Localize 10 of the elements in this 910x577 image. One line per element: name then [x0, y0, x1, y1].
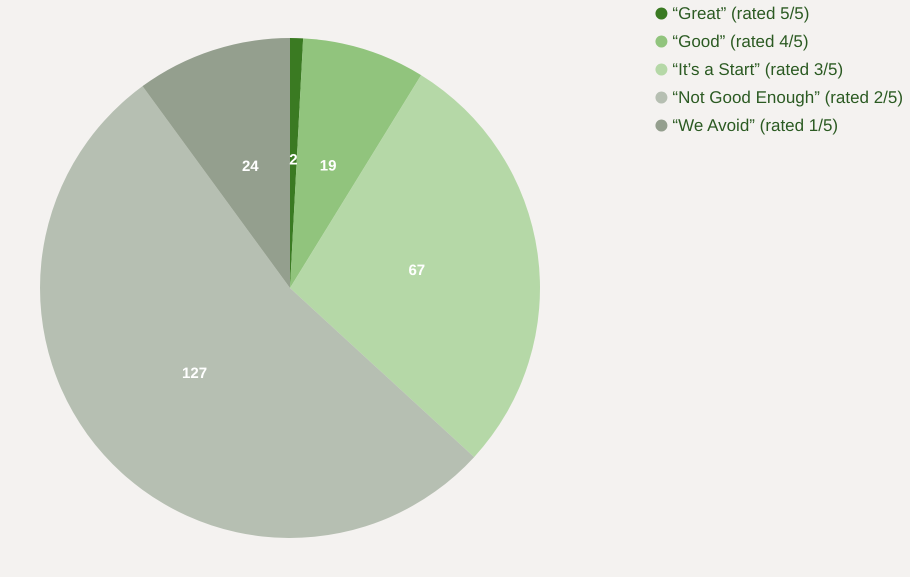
legend-label: “Good” (rated 4/5): [672, 32, 808, 51]
legend-label: “We Avoid” (rated 1/5): [672, 116, 838, 135]
data-label: 24: [242, 158, 260, 175]
legend-label: “It’s a Start” (rated 3/5): [672, 60, 844, 79]
legend-label: “Not Good Enough” (rated 2/5): [672, 88, 904, 107]
data-label: 127: [182, 364, 208, 382]
data-label: 67: [408, 262, 426, 279]
data-label: 2: [289, 152, 298, 169]
legend-label: “Great” (rated 5/5): [672, 4, 810, 23]
data-label: 19: [320, 157, 336, 174]
